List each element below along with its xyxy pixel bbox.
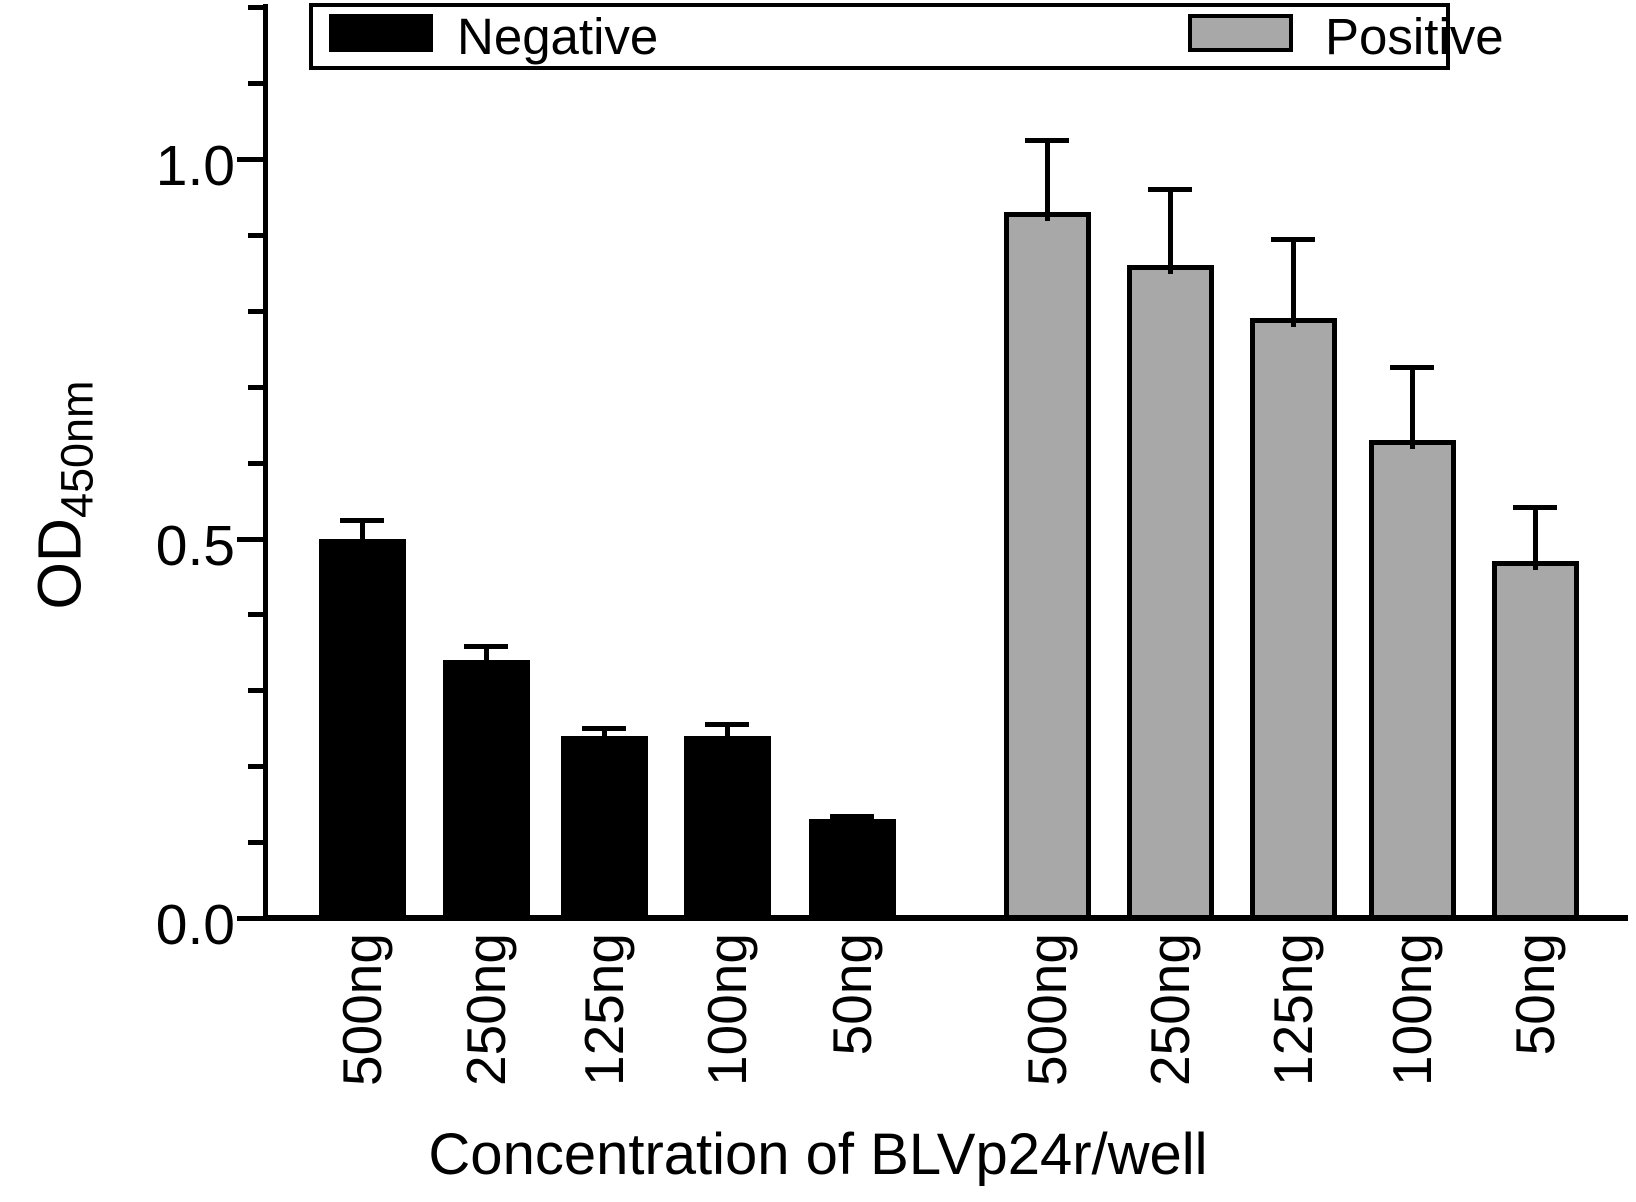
y-tick-label: 0.0 [155,893,235,957]
y-tick-label: 0.5 [155,513,235,578]
bar-negative-50ng [808,819,896,920]
x-tick-label: 100ng [696,933,758,1086]
error-bar-stem [1167,189,1173,275]
y-axis-title: OD450nm [25,380,104,609]
error-bar-stem [724,724,730,745]
error-bar-cap [1513,504,1557,510]
x-tick-label: 50ng [821,933,883,1056]
x-tick-label: 125ng [1262,933,1324,1086]
error-bar-cap [1148,187,1192,193]
error-bar-cap [340,517,384,523]
legend-swatch-negative [329,14,433,52]
x-tick-label: 250ng [1139,933,1201,1086]
error-bar-cap [830,813,874,819]
y-tick-minor [248,612,265,618]
error-bar-stem [483,646,489,669]
y-tick-minor [248,384,265,390]
error-bar-stem [1044,140,1050,222]
error-bar-cap [582,726,626,732]
bar-positive-250ng [1126,265,1214,920]
y-tick-major [237,157,265,162]
bar-positive-50ng [1491,561,1579,920]
bar-negative-500ng [318,538,406,920]
bar-positive-500ng [1003,212,1091,920]
x-tick-label: 250ng [455,933,517,1086]
error-bar-stem [1532,506,1538,571]
legend-label-positive: Positive [1325,8,1504,65]
bar-negative-125ng [560,735,648,920]
y-tick-major [237,536,265,542]
y-tick-minor [248,232,265,238]
bar-negative-100ng [683,735,771,920]
error-bar-stem [1409,366,1415,449]
y-axis-title-main: OD [25,518,94,610]
error-bar-cap [1025,138,1069,144]
x-tick-label: 500ng [1016,933,1078,1086]
bar-positive-100ng [1368,439,1456,920]
error-bar-stem [601,728,607,745]
bar-negative-250ng [442,659,530,920]
y-axis-line [263,4,268,920]
error-bar-cap [1390,364,1434,370]
y-tick-minor [248,840,265,846]
x-axis-title: Concentration of BLVp24r/well [428,1122,1208,1187]
y-tick-minor [248,81,265,87]
x-tick-label: 50ng [1504,933,1566,1056]
y-tick-minor [248,5,265,11]
y-tick-minor [248,688,265,694]
y-tick-minor [248,460,265,466]
x-tick-label: 500ng [331,933,393,1086]
x-axis-line [263,915,1628,921]
y-tick-minor [248,764,265,770]
error-bar-stem [849,815,855,829]
x-tick-label: 100ng [1381,933,1443,1086]
y-tick-major [237,916,265,921]
legend: Negative Positive [309,3,1504,70]
error-bar-cap [464,644,508,650]
error-bar-stem [359,519,365,548]
legend-label-negative: Negative [457,8,659,65]
legend-swatch-positive [1188,14,1293,52]
bar-positive-125ng [1249,318,1337,920]
y-tick-minor [248,308,265,314]
error-bar-cap [705,722,749,728]
error-bar-stem [1290,238,1296,328]
error-bar-cap [1271,236,1315,242]
y-tick-label: 1.0 [155,134,235,198]
x-tick-label: 125ng [573,933,635,1086]
y-axis-title-subscript: 450nm [51,380,103,519]
